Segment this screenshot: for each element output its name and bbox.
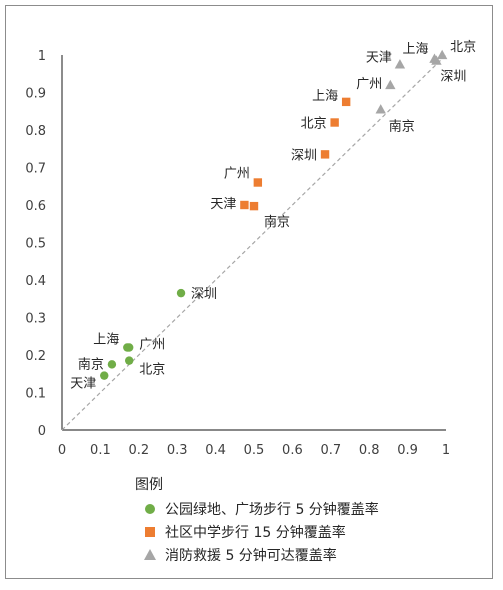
point-label: 深圳 [291, 148, 317, 163]
point-label: 深圳 [440, 70, 466, 85]
point-label: 北京 [301, 117, 327, 132]
data-point-square [249, 201, 259, 211]
point-label: 广州 [356, 77, 382, 92]
legend-marker-circle [145, 504, 155, 514]
data-point-triangle [394, 59, 406, 69]
data-point-triangle [436, 49, 448, 60]
point-label: 上海 [312, 89, 338, 104]
chart-axes [61, 55, 446, 431]
point-label: 北京 [139, 363, 165, 378]
data-point-square [330, 118, 339, 127]
reference-dashed-line [61, 54, 447, 431]
point-label: 天津 [210, 197, 236, 212]
point-label: 天津 [70, 377, 96, 392]
data-point-circle [100, 371, 109, 380]
x-tick-label: 0.5 [244, 443, 265, 458]
point-label: 南京 [389, 118, 415, 134]
data-point-circle [107, 360, 117, 369]
data-point-square [320, 150, 330, 159]
data-point-triangle [431, 55, 442, 65]
data-point-circle [176, 288, 186, 298]
y-tick-label: 0.1 [25, 387, 46, 402]
x-tick-label: 0.2 [128, 443, 149, 458]
x-tick-label: 0.6 [282, 443, 303, 458]
data-points [100, 49, 448, 380]
tick-labels: 0 0.1 0.2 0.3 0.4 0.5 0.6 0.7 0.8 0.9 1 0 0.1 0.2 0.3 0… [25, 49, 450, 458]
y-tick-label: 0.5 [25, 237, 46, 252]
x-tick-label: 0.7 [320, 443, 341, 458]
chart-frame [5, 5, 493, 579]
x-tick-label: 1 [442, 443, 450, 458]
data-point-circle [125, 343, 134, 352]
data-point-square [341, 97, 351, 107]
point-label: 广州 [139, 338, 165, 353]
x-tick-label: 0.3 [167, 443, 188, 458]
data-point-square [240, 200, 249, 210]
legend-series-label: 消防救援 5 分钟可达覆盖率 [165, 547, 337, 564]
y-tick-label: 0.6 [25, 199, 46, 214]
y-tick-label: 0.9 [25, 87, 46, 102]
x-tick-label: 0.8 [359, 443, 380, 458]
legend-marker-square [145, 527, 155, 537]
x-tick-label: 0.1 [90, 443, 111, 458]
y-tick-label: 0.2 [25, 349, 46, 364]
data-point-square [253, 178, 263, 187]
data-point-triangle [375, 104, 386, 114]
point-label: 广州 [224, 167, 250, 182]
y-tick-label: 0.4 [25, 274, 46, 289]
y-tick-label: 0.8 [25, 124, 46, 139]
point-label: 天津 [366, 50, 392, 65]
y-tick-label: 0 [38, 424, 46, 439]
legend-series-label: 社区中学步行 15 分钟覆盖率 [165, 524, 346, 541]
point-label: 上海 [93, 333, 119, 348]
y-tick-label: 0.7 [25, 162, 46, 177]
point-label: 南京 [78, 356, 104, 372]
data-point-circle [125, 356, 134, 365]
y-tick-label: 1 [38, 49, 46, 64]
legend-marker-triangle [144, 549, 156, 560]
x-tick-label: 0.9 [397, 443, 418, 458]
legend-series-label: 公园绿地、广场步行 5 分钟覆盖率 [165, 501, 379, 518]
point-label: 深圳 [191, 287, 217, 302]
y-tick-label: 0.3 [25, 312, 46, 327]
data-point-triangle [385, 79, 396, 90]
point-label: 南京 [264, 214, 290, 230]
reference-line-layer [61, 54, 447, 431]
legend-title: 图例 [135, 477, 163, 493]
point-label: 北京 [450, 40, 476, 55]
x-tick-label: 0.4 [205, 443, 226, 458]
x-tick-label: 0 [58, 443, 66, 458]
point-label: 上海 [402, 42, 428, 57]
